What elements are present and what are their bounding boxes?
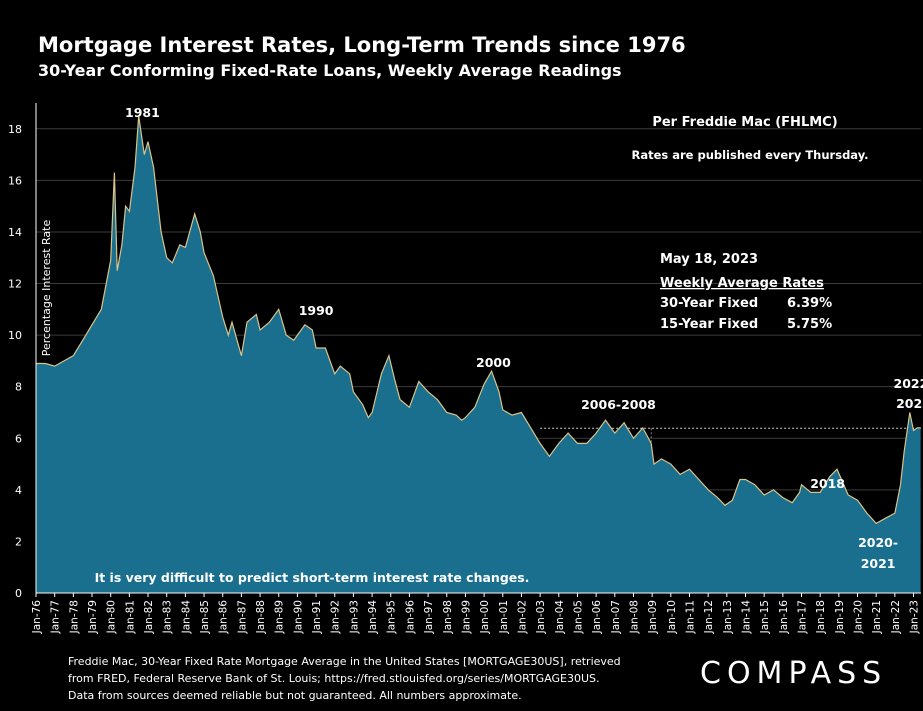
annotation-label: 2018 [810,476,845,491]
publish-note: Rates are published every Thursday. [631,148,868,162]
x-tick-label: Jan-76 [31,600,43,635]
x-tick-label: Jan-06 [591,600,603,635]
x-tick-label: Jan-02 [516,600,528,634]
rate-row-label-15: 15-Year Fixed [660,317,758,332]
x-tick-label: Jan-97 [423,600,435,634]
rates-box: May 18, 2023 Weekly Average Rates 30-Yea… [660,252,832,332]
x-tick-label: Jan-17 [797,600,809,634]
y-tick-label: 16 [8,174,22,187]
y-tick-label: 6 [15,432,22,445]
x-tick-label: Jan-85 [199,600,211,634]
x-axis-ticks: Jan-76 Jan-77 Jan-78 Jan-79 Jan-80 Jan-81 Jan-… [31,593,921,634]
x-tick-label: Jan-80 [106,600,118,634]
annotation-label: 2023 [896,396,923,411]
source-note: Per Freddie Mac (FHLMC) [652,115,837,130]
x-tick-label: Jan-77 [50,600,62,634]
series-layer [36,115,921,594]
x-tick-label: Jan-82 [143,600,155,634]
x-tick-label: Jan-92 [330,600,342,634]
x-tick-label: Jan-89 [274,600,286,634]
y-tick-label: 4 [15,484,22,497]
x-tick-label: Jan-23 [909,600,921,634]
x-tick-label: Jan-08 [629,600,641,634]
x-tick-label: Jan-09 [647,600,659,634]
annotation-label: 2020- [858,535,898,550]
x-tick-label: Jan-96 [404,600,416,635]
mortgage-rate-chart: 0 2 4 6 8 10 12 14 16 18 Jan-76 Jan-77 Jan-78 Jan-79… [8,103,923,634]
rate-row-value-30: 6.39% [787,296,832,311]
rate-row-label-30: 30-Year Fixed [660,296,758,311]
y-tick-label: 0 [15,587,22,600]
x-tick-label: Jan-83 [162,600,174,634]
y-axis-ticks: 0 2 4 6 8 10 12 14 16 18 [8,123,22,600]
x-tick-label: Jan-22 [890,600,902,634]
x-tick-label: Jan-01 [498,600,510,634]
x-tick-label: Jan-14 [741,600,753,635]
x-tick-label: Jan-99 [460,600,472,634]
x-tick-label: Jan-11 [685,600,697,634]
chart-title: Mortgage Interest Rates, Long-Term Trend… [38,33,686,57]
annotation-label: 2006-2008 [581,397,656,412]
series-area [36,115,921,594]
y-axis-label: Percentage Interest Rate [40,220,53,357]
y-tick-label: 18 [8,123,22,136]
x-tick-label: Jan-84 [180,600,192,635]
x-tick-label: Jan-03 [535,600,547,634]
x-tick-label: Jan-21 [871,600,883,634]
x-tick-label: Jan-04 [554,600,566,635]
rates-heading: Weekly Average Rates [660,276,824,291]
x-tick-label: Jan-87 [236,600,248,634]
x-tick-label: Jan-81 [124,600,136,634]
y-tick-label: 2 [15,535,22,548]
x-tick-label: Jan-78 [68,600,80,634]
x-tick-label: Jan-88 [255,600,267,634]
x-tick-label: Jan-93 [348,600,360,634]
chart-subtitle: 30-Year Conforming Fixed-Rate Loans, Wee… [38,61,622,80]
footer-line: from FRED, Federal Reserve Bank of St. L… [68,672,600,685]
footer-line: Freddie Mac, 30-Year Fixed Rate Mortgage… [68,655,621,668]
annotation-label: 1990 [299,303,334,318]
x-tick-label: Jan-00 [479,600,491,634]
x-tick-label: Jan-07 [610,600,622,634]
compass-logo: COMPASS [700,656,888,691]
y-tick-label: 8 [15,381,22,394]
x-tick-label: Jan-98 [442,600,454,634]
x-tick-label: Jan-79 [87,600,99,634]
x-tick-label: Jan-86 [218,600,230,635]
x-tick-label: Jan-91 [311,600,323,634]
annotation-label: 2000 [476,355,511,370]
x-tick-label: Jan-10 [666,600,678,634]
y-tick-label: 14 [8,226,22,239]
rate-row-value-15: 5.75% [787,317,832,332]
footer-line: Data from sources deemed reliable but no… [68,689,522,702]
x-tick-label: Jan-20 [853,600,865,634]
x-tick-label: Jan-15 [759,600,771,634]
source-footer: Freddie Mac, 30-Year Fixed Rate Mortgage… [68,653,621,704]
rates-date: May 18, 2023 [660,252,758,267]
x-tick-label: Jan-05 [573,600,585,634]
annotation-label: 2021 [861,556,896,571]
x-tick-label: Jan-18 [815,600,827,634]
x-tick-label: Jan-19 [834,600,846,634]
x-tick-label: Jan-13 [722,600,734,634]
x-tick-label: Jan-16 [778,600,790,635]
x-tick-label: Jan-95 [386,600,398,634]
y-tick-label: 12 [8,278,22,291]
bottom-note: It is very difficult to predict short-te… [95,570,530,585]
x-tick-label: Jan-12 [703,600,715,634]
series-line [36,115,921,525]
x-tick-label: Jan-94 [367,600,379,635]
x-tick-label: Jan-90 [292,600,304,634]
y-tick-label: 10 [8,329,22,342]
annotation-label: 1981 [125,105,160,120]
